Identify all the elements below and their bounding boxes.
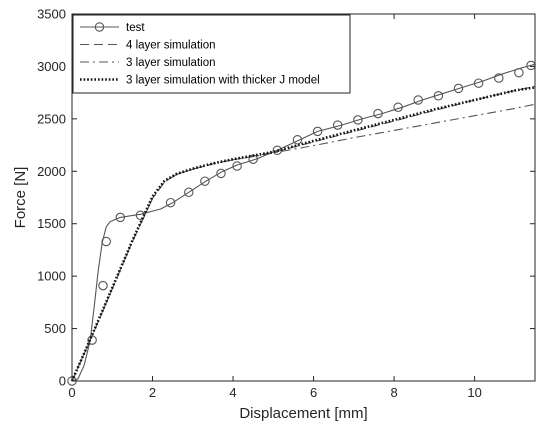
data-point-10: [216, 168, 226, 179]
axes-frame: [71, 13, 536, 382]
y-tick-label: 2000: [37, 164, 66, 179]
data-point-14: [292, 135, 303, 145]
y-tick-label: 0: [59, 374, 66, 389]
data-point-25: [514, 67, 524, 78]
data-point-3: [98, 280, 108, 291]
legend-entry-4: 3 layer simulation with thicker J model: [126, 75, 320, 87]
y-tick-label: 3000: [37, 59, 66, 74]
legend-entry-3: 3 layer simulation: [126, 57, 215, 69]
y-tick-label: 3500: [37, 7, 66, 22]
data-point-8: [184, 187, 194, 198]
y-tick-label: 2500: [37, 111, 66, 126]
data-point-5: [115, 212, 126, 223]
data-point-24: [494, 73, 504, 83]
y-axis-label: Force [N]: [12, 167, 29, 229]
data-point-22: [453, 83, 464, 94]
data-point-17: [353, 115, 363, 125]
plot-area: [67, 60, 536, 386]
data-point-9: [200, 176, 210, 186]
data-point-4: [101, 236, 111, 247]
x-tick-label: 4: [229, 385, 236, 400]
x-tick-label: 8: [390, 385, 397, 400]
data-point-20: [413, 95, 423, 105]
legend: test 4 layer simulation 3 layer simulation…: [72, 14, 351, 94]
legend-box: [72, 14, 351, 94]
x-tick-label: 6: [310, 385, 317, 400]
x-tick-label: 0: [68, 385, 75, 400]
y-tick-label: 1500: [37, 216, 66, 231]
data-point-15: [312, 126, 323, 137]
legend-marker: [94, 22, 105, 32]
x-axis-label: Displacement [mm]: [239, 405, 367, 422]
legend-entry-1: test: [126, 22, 145, 34]
data-point-7: [165, 197, 176, 208]
data-point-11: [232, 161, 242, 171]
data-point-23: [473, 78, 484, 88]
data-point-18: [373, 108, 383, 119]
series-line-4: [70, 86, 536, 382]
x-tick-label: 10: [467, 385, 481, 400]
y-tick-label: 500: [44, 321, 66, 336]
x-tick-label: 2: [149, 385, 156, 400]
y-tick-label: 1000: [37, 269, 66, 284]
data-point-16: [332, 120, 343, 130]
data-point-19: [393, 102, 403, 113]
legend-entry-2: 4 layer simulation: [126, 40, 215, 52]
axes: 0 2 4 6 8 10 0 500 1000 1500 2000 2500 3000 3500: [37, 7, 536, 400]
series-line-1: [71, 63, 536, 382]
data-point-21: [433, 91, 444, 101]
